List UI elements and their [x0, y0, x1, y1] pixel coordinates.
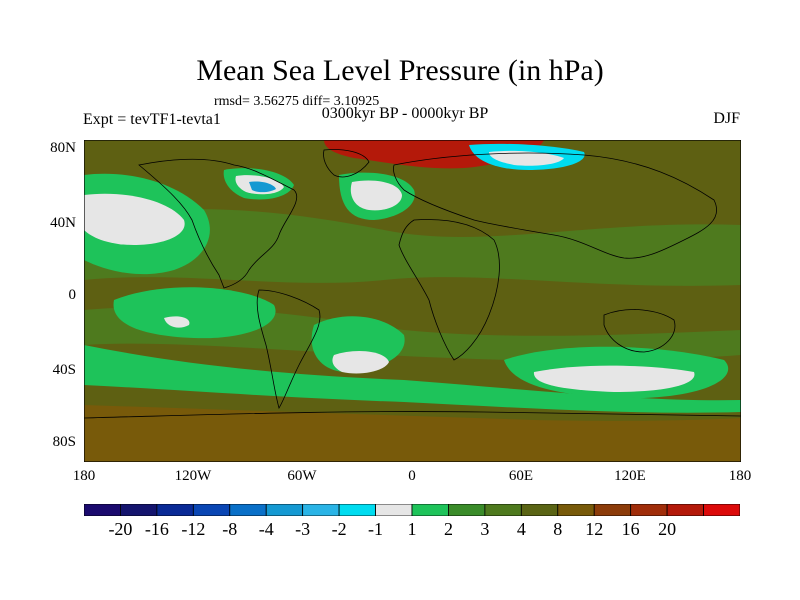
lat-label-80n: 80N	[50, 140, 76, 156]
lon-label-180w: 180	[72, 468, 96, 484]
colorbar-label: 12	[585, 519, 604, 539]
region-mid-band-north	[84, 209, 741, 286]
colorbar-label: -4	[258, 519, 274, 539]
lon-label-0: 0	[408, 468, 416, 484]
chart-title: Mean Sea Level Pressure (in hPa)	[196, 54, 604, 87]
coast-antarctica	[84, 411, 741, 419]
region-north-pacific-core	[84, 193, 185, 245]
colorbar-label: 2	[443, 519, 453, 539]
period-label: 0300kyr BP - 0000kyr BP	[321, 105, 489, 122]
lat-label-40s: 40S	[52, 362, 76, 378]
colorbar	[84, 504, 740, 516]
coast-eurasia	[393, 152, 717, 259]
colorbar-swatch	[229, 504, 267, 516]
colorbar-swatch	[520, 504, 559, 516]
region-north-atlantic-core	[350, 180, 402, 211]
lon-label-120e: 120E	[614, 468, 646, 484]
colorbar-label: 1	[407, 519, 417, 539]
region-siberia-core	[489, 150, 564, 166]
colorbar-swatch	[666, 504, 704, 516]
colorbar-label: -20	[108, 519, 133, 539]
colorbar-swatch	[156, 504, 194, 516]
colorbar-label: -12	[181, 519, 206, 539]
colorbar-label: -8	[222, 519, 238, 539]
colorbar-swatch	[120, 504, 158, 516]
region-antarctic	[84, 405, 741, 462]
colorbar-label: -2	[331, 519, 347, 539]
region-southern-green-band	[84, 345, 741, 413]
colorbar-swatch	[630, 504, 668, 516]
coastlines	[84, 149, 741, 419]
lat-label-0: 0	[68, 287, 77, 303]
lon-label-60w: 60W	[287, 468, 317, 484]
coast-greenland	[323, 149, 370, 178]
colorbar-swatch	[411, 504, 449, 516]
colorbar-label: 3	[480, 519, 490, 539]
colorbar-swatch	[557, 504, 595, 516]
experiment-label: Expt = tevTF1-tevta1	[83, 111, 221, 128]
pressure-map	[84, 140, 741, 462]
colorbar-swatch	[593, 504, 632, 516]
colorbar-label: 8	[553, 519, 563, 539]
lon-label-60e: 60E	[508, 468, 534, 484]
region-south-pacific	[113, 287, 276, 339]
lon-label-180e: 180	[728, 468, 752, 484]
coast-australia	[603, 309, 676, 353]
colorbar-label: -3	[295, 519, 311, 539]
colorbar-swatch	[448, 504, 486, 516]
region-south-atlantic-core	[332, 350, 389, 374]
coast-north-america	[138, 158, 297, 289]
region-south-indian-core	[533, 365, 695, 392]
colorbar-label: -1	[368, 519, 384, 539]
lat-label-80s: 80S	[52, 434, 76, 450]
colorbar-swatch	[84, 504, 121, 516]
colorbar-swatch	[484, 504, 522, 516]
colorbar-swatch	[265, 504, 304, 516]
region-hudson-blue	[249, 181, 276, 193]
colorbar-swatch	[703, 504, 740, 516]
colorbar-label: 4	[516, 519, 526, 539]
region-south-pacific-core	[164, 316, 190, 328]
colorbar-label: 20	[658, 519, 677, 539]
colorbar-swatch	[338, 504, 376, 516]
lat-label-40n: 40N	[50, 215, 76, 231]
lon-label-120w: 120W	[174, 468, 212, 484]
colorbar-swatch	[375, 504, 413, 516]
colorbar-label: 16	[621, 519, 640, 539]
colorbar-swatch	[192, 504, 231, 516]
coast-africa	[398, 219, 500, 361]
colorbar-label: -16	[144, 519, 169, 539]
coast-south-america	[256, 289, 321, 409]
season-label: DJF	[713, 110, 740, 127]
stats-label: rmsd= 3.56275 diff= 3.10925	[214, 94, 380, 109]
colorbar-swatch	[302, 504, 340, 516]
